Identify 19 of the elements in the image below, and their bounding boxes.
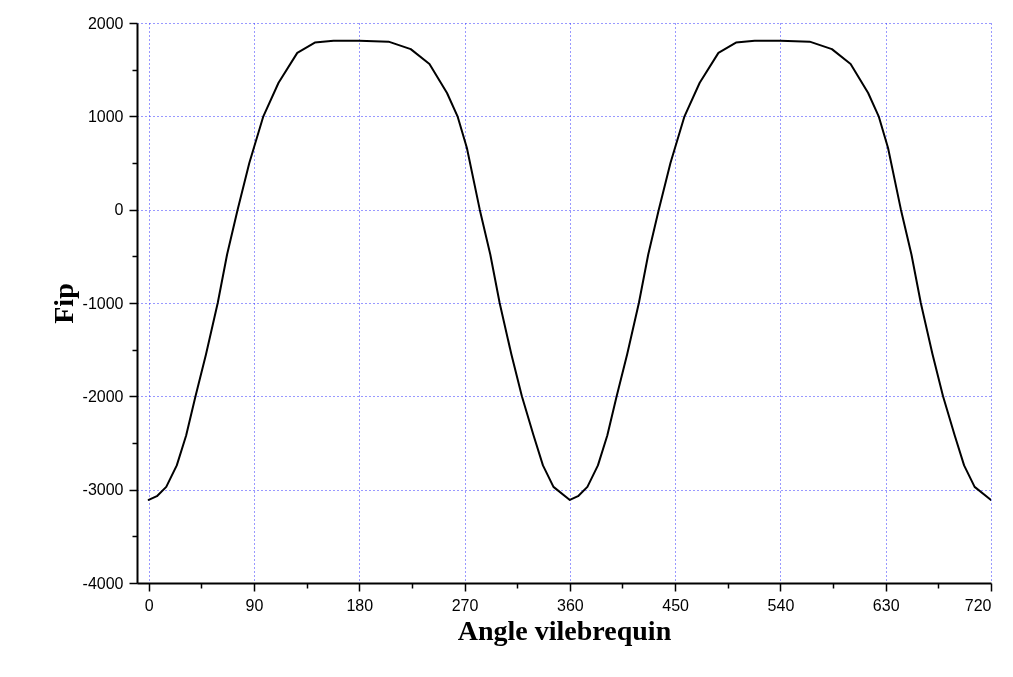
x-tick-label: 540 (767, 596, 795, 614)
x-tick-label: 270 (451, 596, 479, 614)
y-tick-label: 2000 (87, 14, 124, 32)
y-tick-label: -4000 (82, 574, 124, 592)
y-axis-title: Fip (47, 283, 79, 324)
x-tick-label: 720 (964, 596, 992, 614)
x-tick-label: 90 (245, 596, 264, 614)
y-tick-label: 0 (114, 201, 124, 219)
y-tick-label: 1000 (87, 107, 124, 125)
y-tick-label: -1000 (82, 294, 124, 312)
x-tick-label: 450 (662, 596, 690, 614)
y-tick-label: -3000 (82, 481, 124, 499)
x-axis-title: Angle vilebrequin (457, 614, 672, 646)
x-tick-label: 630 (872, 596, 900, 614)
x-tick-label: 0 (144, 596, 154, 614)
x-tick-label: 360 (557, 596, 584, 614)
y-tick-label: -2000 (82, 387, 124, 405)
x-tick-label: 180 (346, 596, 374, 614)
line-series (147, 39, 991, 501)
